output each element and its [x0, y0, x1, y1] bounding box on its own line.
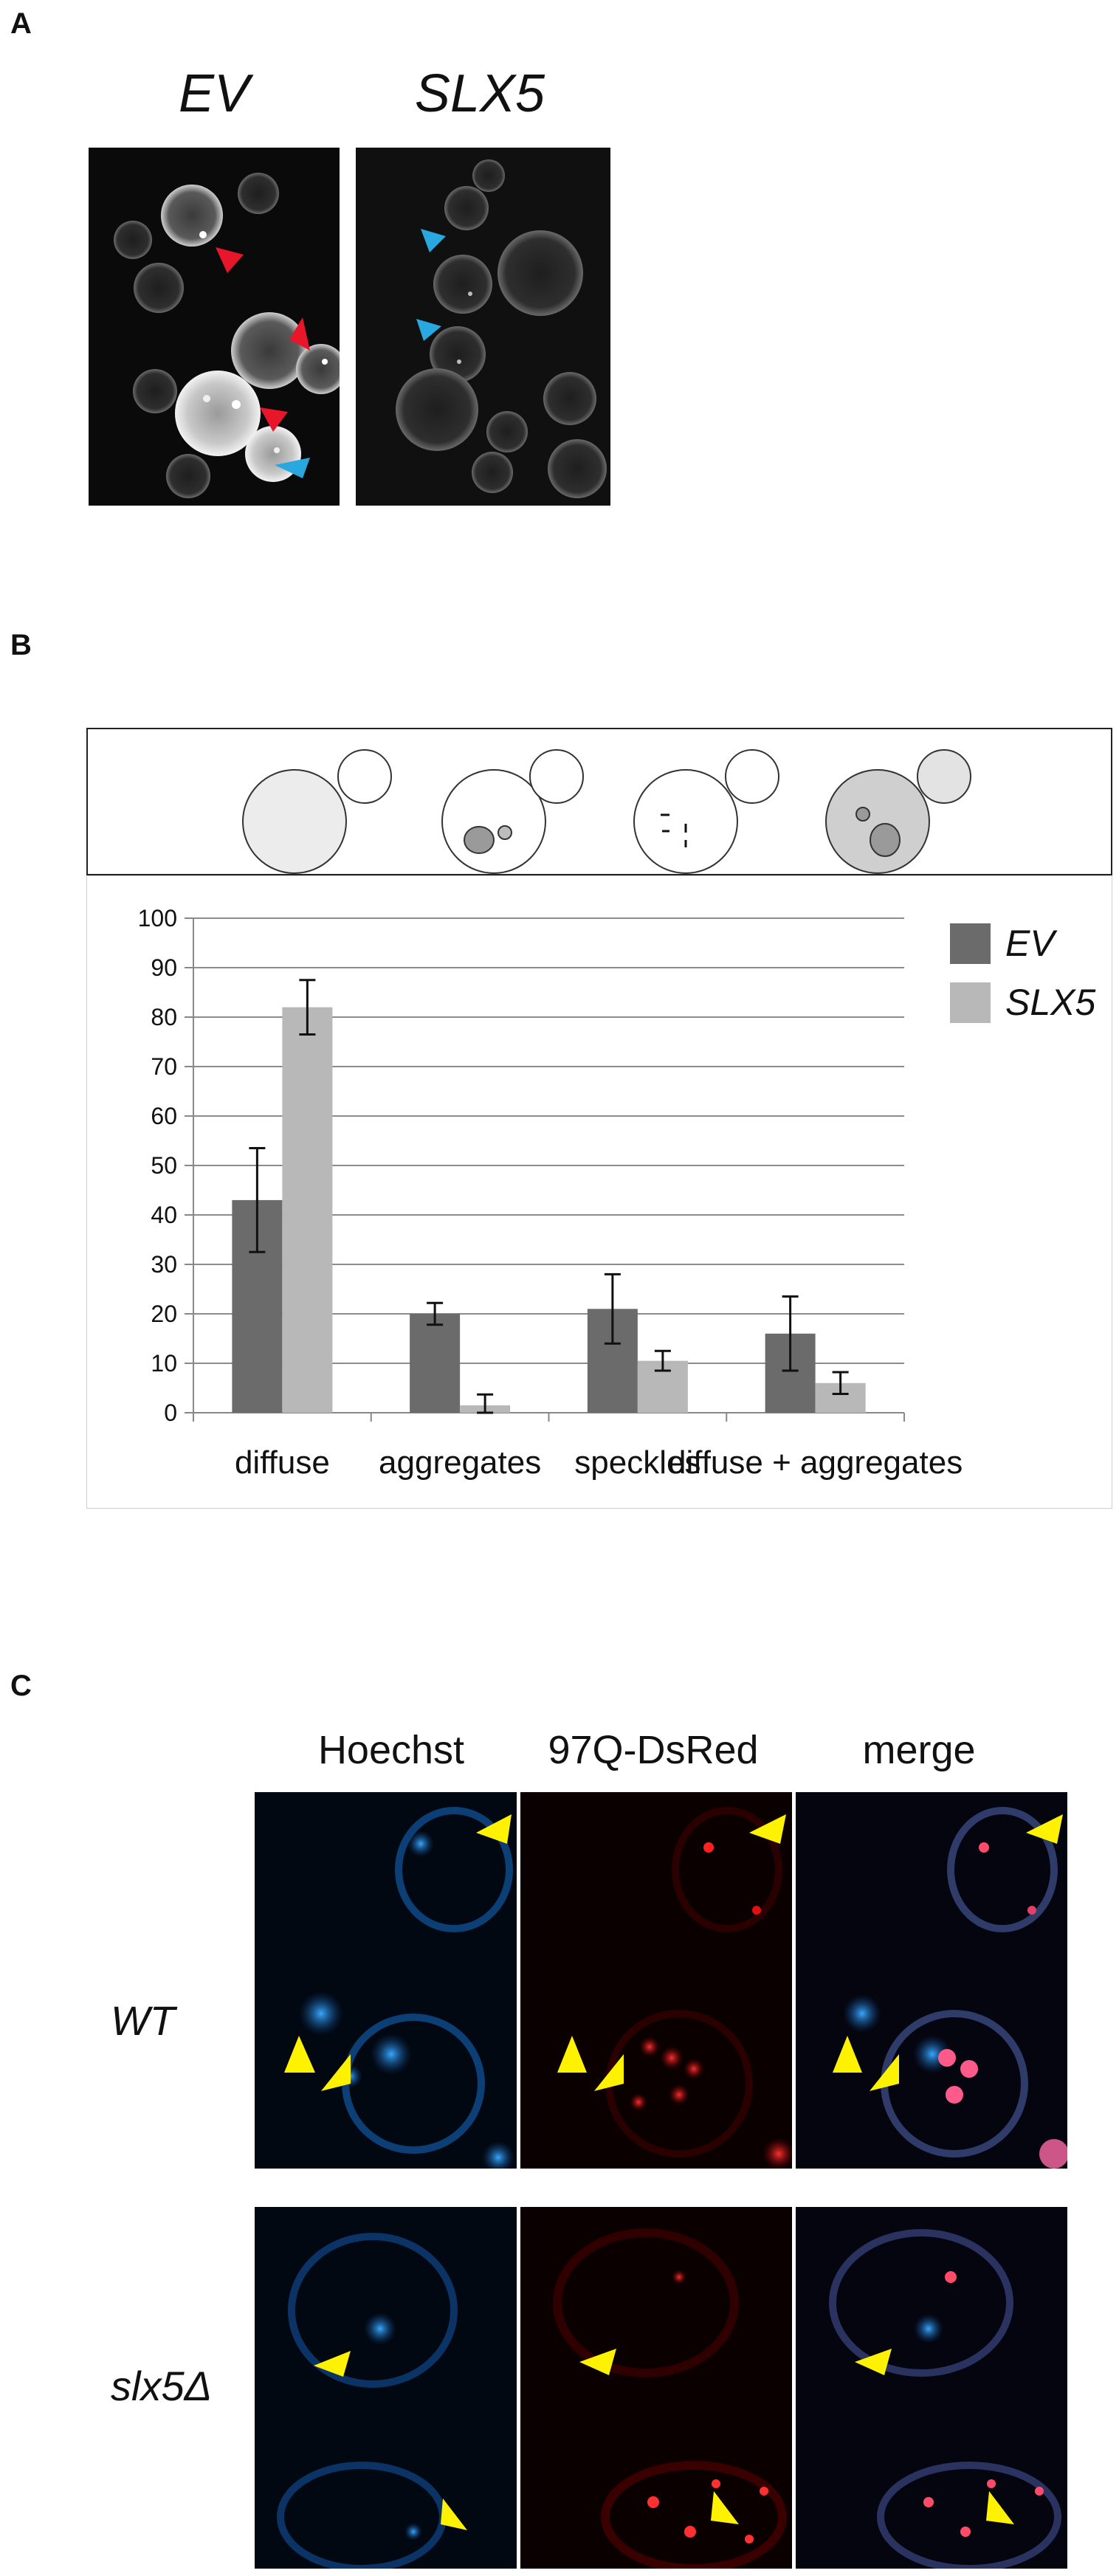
blue-arrowhead-1	[275, 458, 310, 478]
y-tick-label: 70	[151, 1053, 177, 1080]
yellow-arrowhead-slx-h-1	[314, 2351, 351, 2377]
yellow-arrowhead-wt-r-3	[594, 2054, 624, 2091]
panel-a-letter: A	[10, 7, 32, 40]
yellow-arrowhead-slx-r-2	[711, 2491, 739, 2524]
bar-chart: 0 10 20 30 40 50 60 70 80 90 100 diffuse aggregates s…	[138, 905, 1096, 1481]
chart-frame	[86, 875, 1112, 1509]
red-arrowhead-3	[260, 407, 288, 432]
column-header-merge: merge	[862, 1728, 976, 1772]
blue-arrowhead-3	[416, 319, 441, 341]
panel-c-letter: C	[10, 1670, 32, 1702]
y-tick-label: 20	[151, 1301, 177, 1327]
ev-micrograph	[89, 148, 340, 506]
row-label-wt: WT	[111, 1997, 176, 2044]
blue-arrowhead-2	[421, 229, 446, 252]
y-tick-label: 60	[151, 1103, 177, 1129]
yellow-arrowhead-wt-m-2	[833, 2036, 862, 2073]
red-arrowhead-1	[216, 247, 244, 273]
speckles-cell-icon	[633, 749, 779, 874]
yellow-arrowhead-wt-h-2	[284, 2036, 315, 2073]
slx5-dsred-image	[520, 2207, 792, 2569]
yellow-arrowhead-wt-m-3	[870, 2054, 899, 2091]
diffuse-aggregates-cell-icon	[825, 749, 971, 874]
column-header-hoechst: Hoechst	[317, 1728, 465, 1772]
y-tick-label: 50	[151, 1152, 177, 1179]
wt-merge-image	[796, 1792, 1067, 2169]
slx5-merge-image	[796, 2207, 1067, 2569]
x-tick-label: aggregates	[379, 1444, 541, 1481]
panel-b-letter: B	[10, 629, 32, 661]
y-tick-label: 80	[151, 1004, 177, 1030]
y-tick-label: 100	[138, 905, 177, 931]
y-tick-label: 30	[151, 1251, 177, 1278]
wt-hoechst-image	[255, 1792, 517, 2169]
diffuse-cell-icon	[242, 749, 392, 874]
yellow-arrowhead-wt-m-1	[1026, 1814, 1063, 1844]
panel-a-title-ev: EV	[178, 64, 250, 123]
y-tick-label: 90	[151, 954, 177, 981]
legend-label-slx5: SLX5	[1005, 982, 1096, 1023]
x-tick-label: speckles	[574, 1444, 700, 1481]
aggregates-cell-icon	[441, 749, 584, 874]
yellow-arrowhead-wt-r-2	[557, 2036, 587, 2073]
yellow-arrowhead-slx-m-1	[855, 2349, 892, 2375]
bar-ev	[410, 1314, 461, 1413]
x-tick-label: diffuse + aggregates	[668, 1444, 963, 1481]
yellow-arrowhead-slx-h-2	[441, 2498, 467, 2530]
wt-dsred-image	[520, 1792, 792, 2169]
x-tick-label: diffuse	[235, 1444, 330, 1481]
slx5-micrograph	[356, 148, 610, 506]
bar-slx5	[282, 1007, 333, 1413]
legend-label-ev: EV	[1005, 923, 1058, 964]
column-header-97q-dsred: 97Q-DsRed	[548, 1728, 759, 1772]
yellow-arrowhead-slx-m-2	[986, 2491, 1014, 2524]
legend-swatch-ev	[950, 923, 991, 964]
row-label-slx5-delta: slx5Δ	[111, 2363, 213, 2409]
panel-a-title-slx5: SLX5	[414, 64, 545, 123]
schematic-box	[86, 728, 1112, 875]
slx5-hoechst-image	[255, 2207, 517, 2569]
yellow-arrowhead-slx-r-1	[579, 2349, 616, 2375]
y-tick-label: 0	[164, 1399, 177, 1426]
yellow-arrowhead-wt-r-1	[749, 1814, 786, 1844]
red-arrowhead-2	[289, 317, 310, 351]
y-tick-label: 40	[151, 1202, 177, 1228]
legend-swatch-slx5	[950, 982, 991, 1023]
yellow-arrowhead-wt-h-1	[476, 1814, 512, 1844]
y-tick-label: 10	[151, 1350, 177, 1377]
yellow-arrowhead-wt-h-3	[321, 2054, 351, 2091]
